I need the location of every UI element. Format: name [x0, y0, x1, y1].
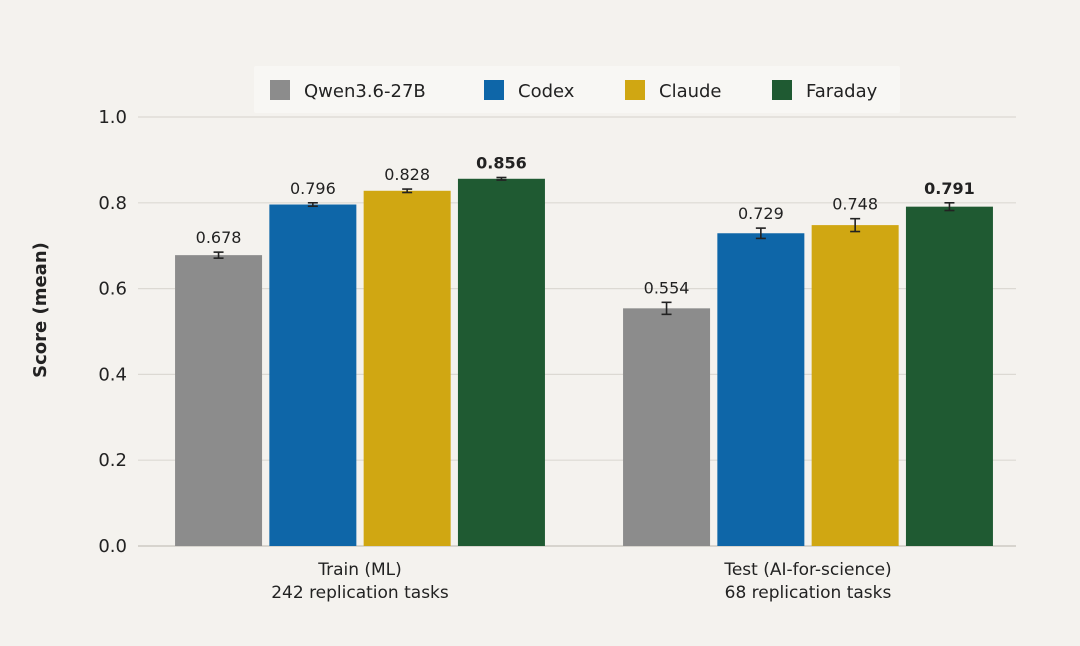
y-axis-title: Score (mean): [30, 242, 51, 378]
legend-label: Faraday: [806, 81, 878, 102]
y-tick-label: 0.0: [98, 536, 127, 557]
y-tick-label: 1.0: [98, 107, 127, 128]
category-sublabel: 68 replication tasks: [725, 583, 892, 603]
legend-box: [254, 66, 900, 113]
category-label: Test (AI-for-science): [723, 560, 891, 580]
bar-faraday: [905, 206, 993, 546]
y-tick-label: 0.8: [98, 193, 127, 214]
bar-codex: [269, 204, 357, 547]
error-bar: [402, 188, 413, 194]
legend-swatch: [270, 80, 290, 100]
category-label: Train (ML): [317, 560, 402, 580]
legend: Qwen3.6-27B Codex Claude Faraday: [254, 66, 900, 113]
value-label: 0.748: [832, 195, 878, 214]
legend-label: Claude: [659, 81, 722, 102]
legend-item: Faraday: [772, 80, 878, 102]
bar-qwen3-6-27b: [623, 308, 711, 546]
error-bar: [213, 251, 224, 259]
legend-item: Codex: [484, 80, 575, 102]
y-axis-ticks: 0.0 0.2 0.4 0.6 0.8 1.0: [98, 107, 127, 557]
value-label: 0.828: [384, 165, 430, 184]
error-bars: [213, 176, 955, 316]
legend-item: Claude: [625, 80, 722, 102]
y-tick-label: 0.4: [98, 364, 127, 385]
error-bar: [496, 176, 507, 181]
bar-claude: [363, 190, 451, 546]
error-bar: [307, 202, 318, 208]
legend-swatch: [625, 80, 645, 100]
y-tick-label: 0.2: [98, 450, 127, 471]
bars: [175, 178, 993, 547]
value-label: 0.791: [924, 179, 975, 198]
value-label: 0.796: [290, 179, 336, 198]
bar-claude: [811, 225, 899, 546]
legend-swatch: [484, 80, 504, 100]
error-bar: [755, 227, 766, 240]
bar-qwen3-6-27b: [175, 255, 263, 546]
value-label: 0.729: [738, 204, 784, 223]
legend-label: Codex: [518, 81, 575, 102]
bar-codex: [717, 233, 805, 546]
legend-swatch: [772, 80, 792, 100]
value-label: 0.554: [644, 278, 690, 297]
error-bar: [661, 301, 672, 316]
legend-item: Qwen3.6-27B: [270, 80, 426, 102]
category-sublabel: 242 replication tasks: [271, 583, 449, 603]
value-label: 0.678: [196, 228, 242, 247]
bar-faraday: [457, 178, 545, 546]
legend-label: Qwen3.6-27B: [304, 81, 426, 102]
y-tick-label: 0.6: [98, 279, 127, 300]
value-label: 0.856: [476, 153, 527, 172]
x-axis-categories: Train (ML) 242 replication tasks Test (AI-…: [271, 560, 891, 603]
error-bar: [850, 217, 861, 233]
value-labels: 0.678 0.554 0.796 0.729 0.828 0.748 0.856 0.791: [196, 153, 975, 297]
error-bar: [944, 202, 955, 212]
